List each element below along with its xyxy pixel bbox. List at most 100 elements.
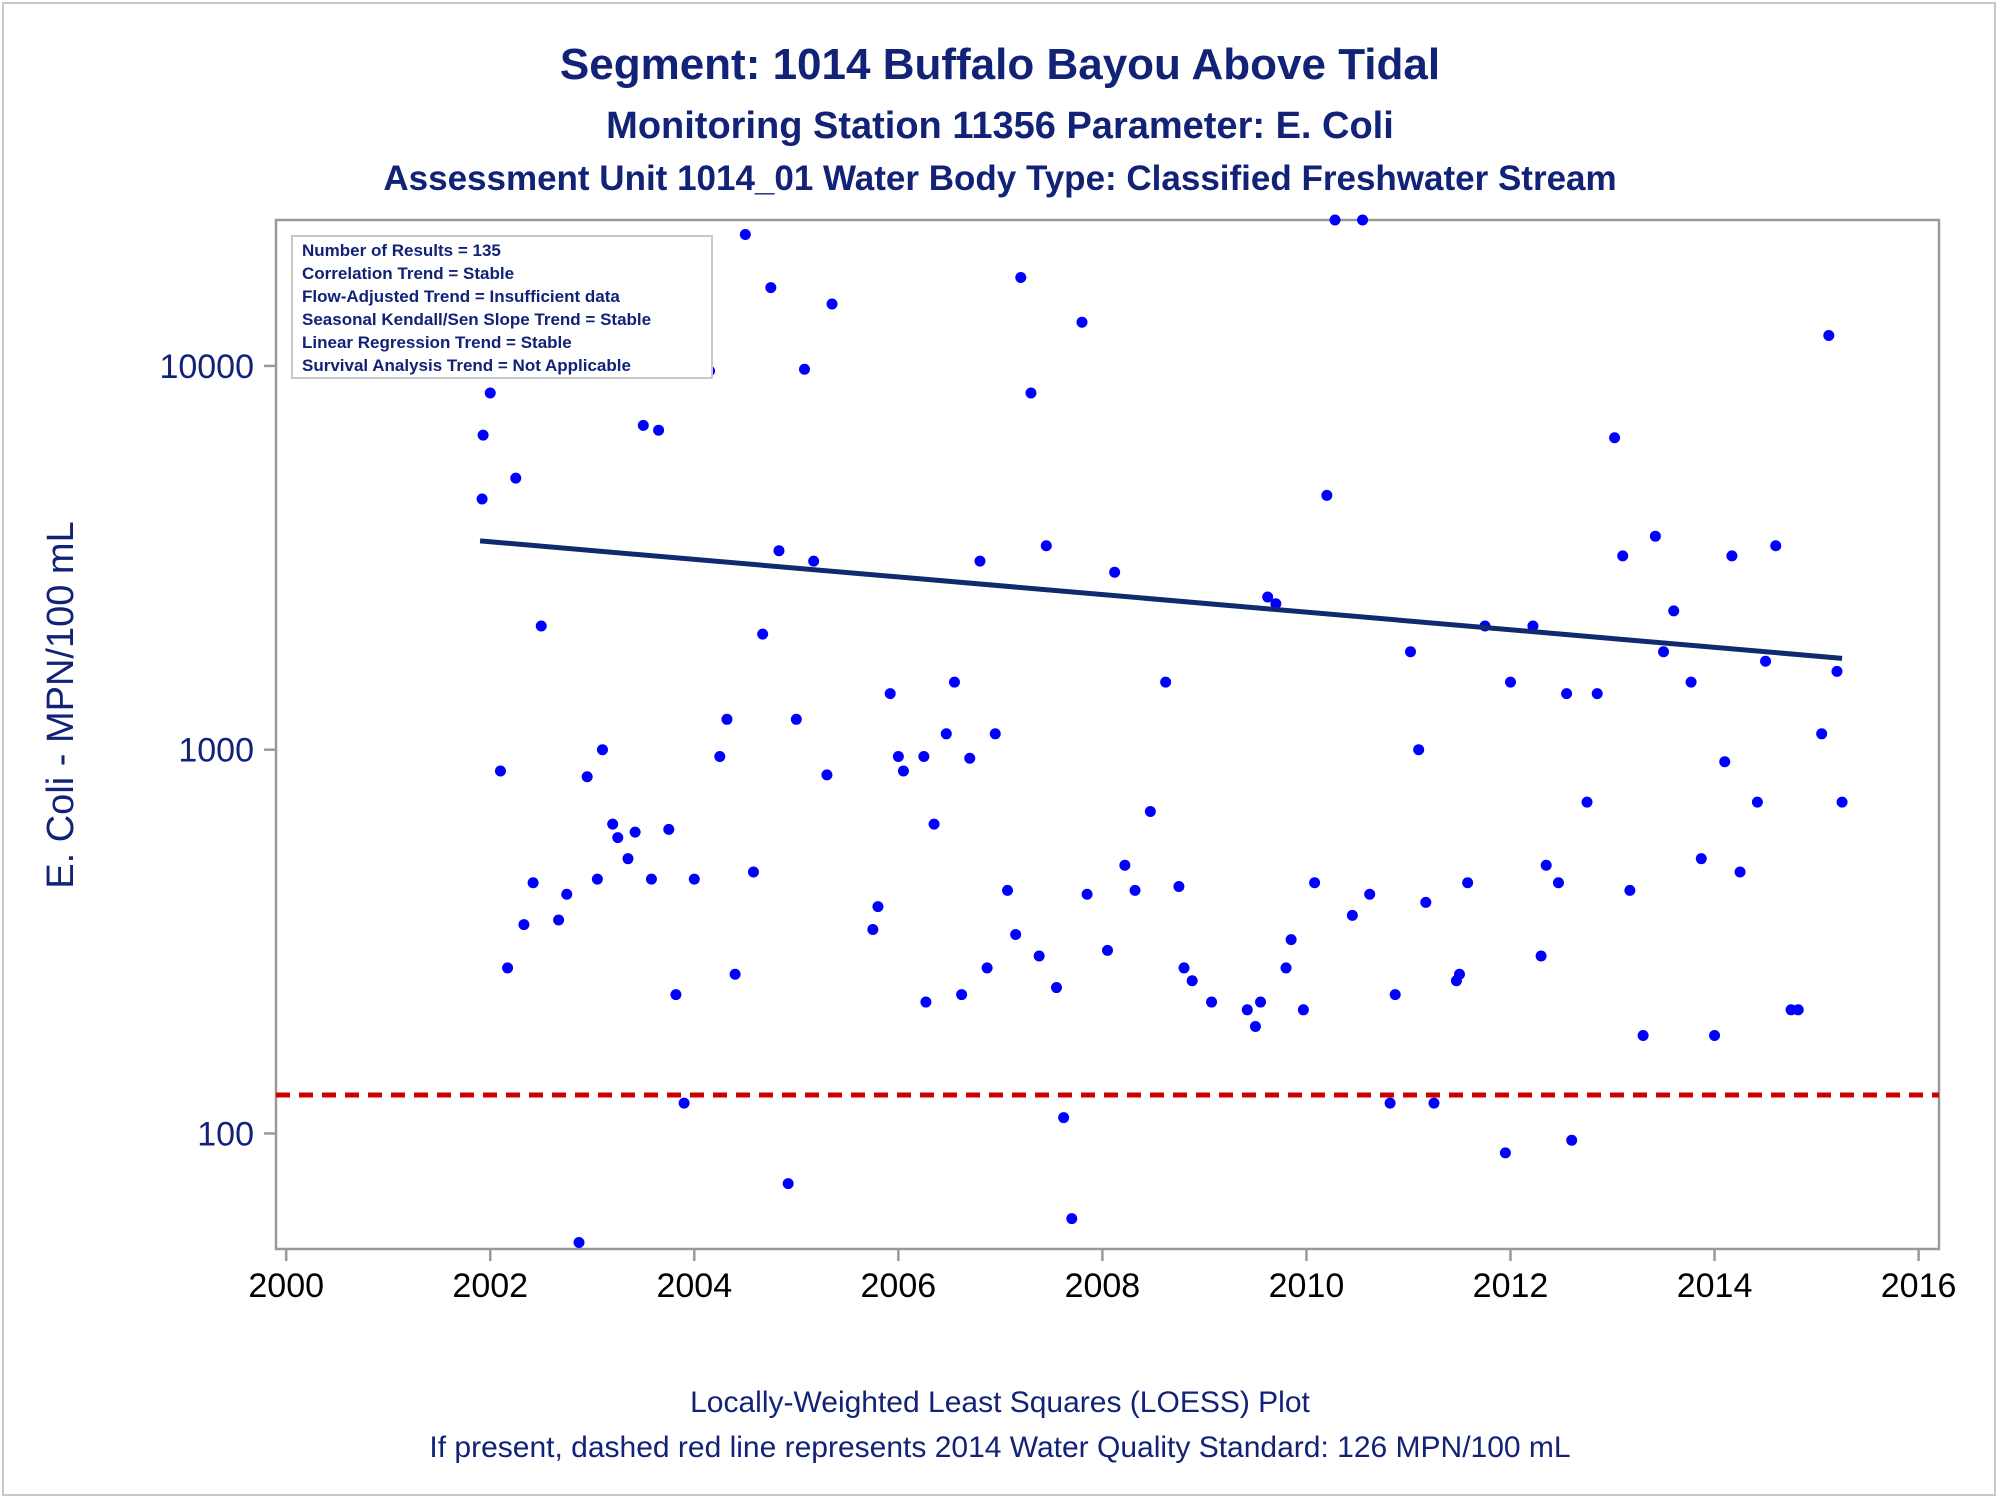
data-point	[1420, 896, 1432, 908]
data-point	[1389, 989, 1401, 1001]
data-point	[573, 1236, 585, 1248]
data-point	[790, 713, 802, 725]
data-point	[1609, 432, 1621, 444]
data-point	[1144, 806, 1156, 818]
data-point	[1270, 598, 1282, 610]
stats-line: Correlation Trend = Stable	[302, 264, 514, 283]
data-point	[1329, 214, 1341, 226]
stats-line: Linear Regression Trend = Stable	[302, 333, 572, 352]
data-point	[1255, 996, 1267, 1008]
data-point	[1734, 866, 1746, 878]
loess-trend-line	[479, 538, 1843, 661]
data-point	[612, 832, 624, 844]
data-point	[1178, 962, 1190, 974]
data-point	[1823, 330, 1835, 342]
data-point	[1637, 1030, 1649, 1042]
data-point	[1309, 877, 1321, 889]
stats-line: Survival Analysis Trend = Not Applicable	[302, 356, 631, 375]
data-point	[1658, 646, 1670, 658]
data-point	[1561, 688, 1573, 700]
data-point	[1102, 944, 1113, 956]
data-point	[1504, 676, 1516, 688]
chart-title: Segment: 1014 Buffalo Bayou Above Tidal	[560, 40, 1440, 89]
data-point	[518, 919, 530, 931]
data-point	[527, 877, 539, 889]
data-point	[1010, 928, 1022, 940]
data-point	[1050, 982, 1062, 994]
data-point	[1160, 676, 1172, 688]
points-layer	[476, 214, 1848, 1248]
data-point	[1462, 877, 1474, 889]
data-point	[1285, 934, 1297, 946]
x-tick-label: 2002	[452, 1267, 528, 1305]
data-point	[1566, 1134, 1578, 1146]
data-point	[1540, 859, 1552, 871]
data-point	[494, 765, 506, 777]
data-point	[1405, 646, 1417, 658]
data-point	[1709, 1030, 1721, 1042]
data-point	[1591, 688, 1603, 700]
data-point	[974, 555, 986, 567]
data-point	[739, 229, 751, 241]
data-point	[1058, 1112, 1070, 1124]
data-point	[729, 968, 741, 980]
data-point	[1206, 996, 1218, 1008]
y-tick-label: 1000	[178, 732, 254, 770]
data-point	[1241, 1004, 1253, 1016]
data-point	[714, 750, 726, 762]
data-point	[1066, 1213, 1078, 1225]
data-point	[897, 765, 909, 777]
data-point	[964, 752, 976, 764]
data-point	[956, 989, 968, 1001]
x-tick-label: 2008	[1065, 1267, 1141, 1305]
data-point	[561, 888, 573, 900]
stats-box	[291, 235, 713, 379]
data-point	[1499, 1147, 1511, 1159]
data-point	[747, 866, 759, 878]
data-point	[867, 924, 879, 936]
data-point	[757, 628, 769, 640]
x-tick-label: 2012	[1473, 1267, 1549, 1305]
data-point	[1297, 1004, 1309, 1016]
data-point	[798, 363, 810, 375]
data-point	[553, 914, 565, 926]
data-point	[1119, 859, 1131, 871]
data-point	[663, 823, 675, 835]
data-point	[1076, 316, 1088, 328]
data-point	[826, 298, 838, 310]
data-point	[510, 472, 522, 484]
data-point	[782, 1178, 794, 1190]
ticks-layer: 2000 2002 2004 2006 2008 2010 2012 2014 2016 100 1…	[159, 348, 1956, 1305]
data-point	[1624, 884, 1636, 896]
data-point	[591, 873, 603, 885]
data-point	[1033, 950, 1045, 962]
data-point	[1249, 1020, 1261, 1032]
x-tick-label: 2006	[861, 1267, 937, 1305]
data-point	[808, 555, 820, 567]
data-point	[1384, 1097, 1396, 1109]
data-point	[596, 744, 608, 756]
chart-subtitle: Monitoring Station 11356 Parameter: E. C…	[606, 105, 1394, 147]
data-point	[1685, 676, 1697, 688]
stats-line: Flow-Adjusted Trend = Insufficient data	[302, 287, 620, 306]
data-point	[920, 996, 932, 1008]
data-point	[1535, 950, 1547, 962]
data-point	[1770, 540, 1782, 552]
data-point	[476, 493, 488, 505]
data-point	[1413, 744, 1425, 756]
data-point	[765, 282, 777, 294]
footnote-standard: If present, dashed red line represents 2…	[429, 1431, 1570, 1464]
data-point	[1726, 550, 1738, 562]
data-point	[645, 873, 657, 885]
data-point	[1280, 962, 1292, 974]
data-point	[670, 989, 682, 1001]
stats-line: Number of Results = 135	[302, 241, 501, 260]
data-point	[1760, 655, 1772, 667]
y-tick-label: 10000	[159, 348, 254, 386]
data-point	[872, 901, 884, 913]
data-point	[1081, 888, 1093, 900]
data-point	[1025, 387, 1037, 399]
data-point	[1617, 550, 1629, 562]
data-point	[1109, 566, 1121, 578]
